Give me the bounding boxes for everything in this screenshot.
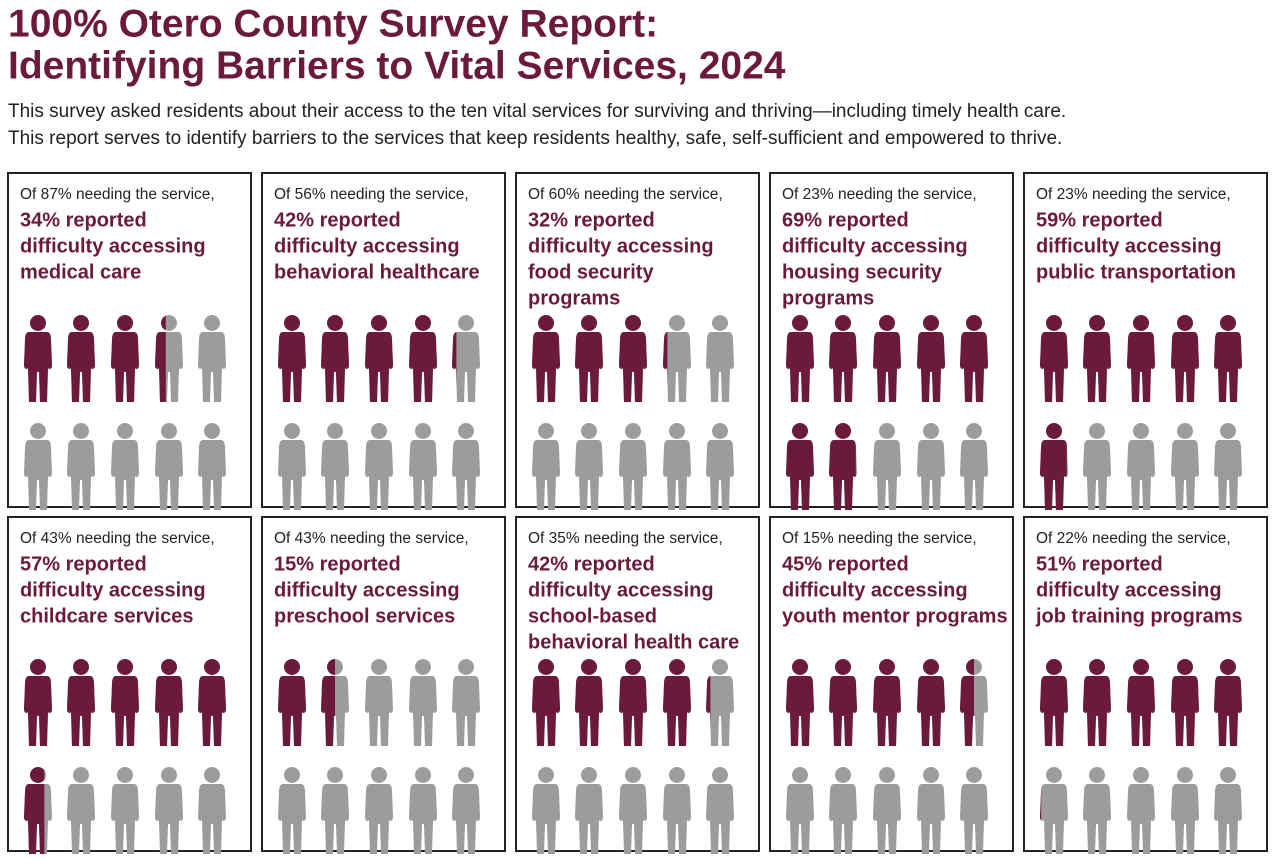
card-header: Of 22% needing the service, — [1036, 530, 1231, 547]
service-label: programs — [528, 287, 620, 309]
value-label: 32% reported — [528, 209, 655, 231]
service-label: difficulty accessing — [274, 235, 460, 257]
card-header: Of 60% needing the service, — [528, 186, 723, 203]
service-label: school-based — [528, 605, 657, 627]
service-label: difficulty accessing — [528, 235, 714, 257]
card-header: Of 15% needing the service, — [782, 530, 977, 547]
service-label: difficulty accessing — [20, 579, 206, 601]
card-header: Of 87% needing the service, — [20, 186, 215, 203]
service-label: difficulty accessing — [528, 579, 714, 601]
service-label: difficulty accessing — [274, 579, 460, 601]
card-header: Of 23% needing the service, — [782, 186, 977, 203]
card-header: Of 23% needing the service, — [1036, 186, 1231, 203]
title: Identifying Barriers to Vital Services, … — [8, 44, 786, 87]
card-header: Of 35% needing the service, — [528, 530, 723, 547]
service-label: childcare services — [20, 605, 193, 627]
service-label: preschool services — [274, 605, 455, 627]
card-header: Of 43% needing the service, — [20, 530, 215, 547]
value-label: 42% reported — [274, 209, 401, 231]
value-label: 51% reported — [1036, 553, 1163, 575]
subtitle: This report serves to identify barriers … — [8, 128, 1062, 149]
service-label: job training programs — [1035, 605, 1243, 627]
service-label: medical care — [20, 261, 141, 283]
service-label: food security — [528, 261, 654, 283]
value-label: 45% reported — [782, 553, 909, 575]
service-label: programs — [782, 287, 874, 309]
service-label: youth mentor programs — [782, 605, 1008, 627]
value-label: 34% reported — [20, 209, 147, 231]
value-label: 57% reported — [20, 553, 147, 575]
value-label: 69% reported — [782, 209, 909, 231]
service-label: difficulty accessing — [782, 579, 968, 601]
card-header: Of 43% needing the service, — [274, 530, 469, 547]
card: Of 87% needing the service, 34% reported d… — [7, 172, 252, 510]
card: Of 43% needing the service, 15% reported d… — [261, 516, 506, 854]
service-label: difficulty accessing — [1036, 235, 1222, 257]
subtitle: This survey asked residents about their … — [8, 101, 1066, 122]
card: Of 22% needing the service, 51% reported d… — [1023, 516, 1268, 854]
card: Of 23% needing the service, 69% reported d… — [769, 172, 1014, 510]
title: 100% Otero County Survey Report: — [8, 2, 658, 45]
value-label: 59% reported — [1036, 209, 1163, 231]
service-label: difficulty accessing — [20, 235, 206, 257]
service-label: behavioral health care — [528, 631, 739, 653]
card: Of 60% needing the service, 32% reported d… — [515, 172, 760, 510]
service-label: difficulty accessing — [782, 235, 968, 257]
card: Of 43% needing the service, 57% reported d… — [7, 516, 252, 854]
value-label: 15% reported — [274, 553, 401, 575]
value-label: 42% reported — [528, 553, 655, 575]
card: Of 23% needing the service, 59% reported d… — [1023, 172, 1268, 510]
card: Of 56% needing the service, 42% reported d… — [261, 172, 506, 510]
service-label: difficulty accessing — [1036, 579, 1222, 601]
service-label: behavioral healthcare — [274, 261, 480, 283]
card: Of 35% needing the service, 42% reported d… — [515, 516, 760, 854]
service-label: housing security — [782, 261, 943, 283]
service-label: public transportation — [1036, 261, 1236, 283]
card: Of 15% needing the service, 45% reported d… — [769, 516, 1014, 854]
card-header: Of 56% needing the service, — [274, 186, 469, 203]
